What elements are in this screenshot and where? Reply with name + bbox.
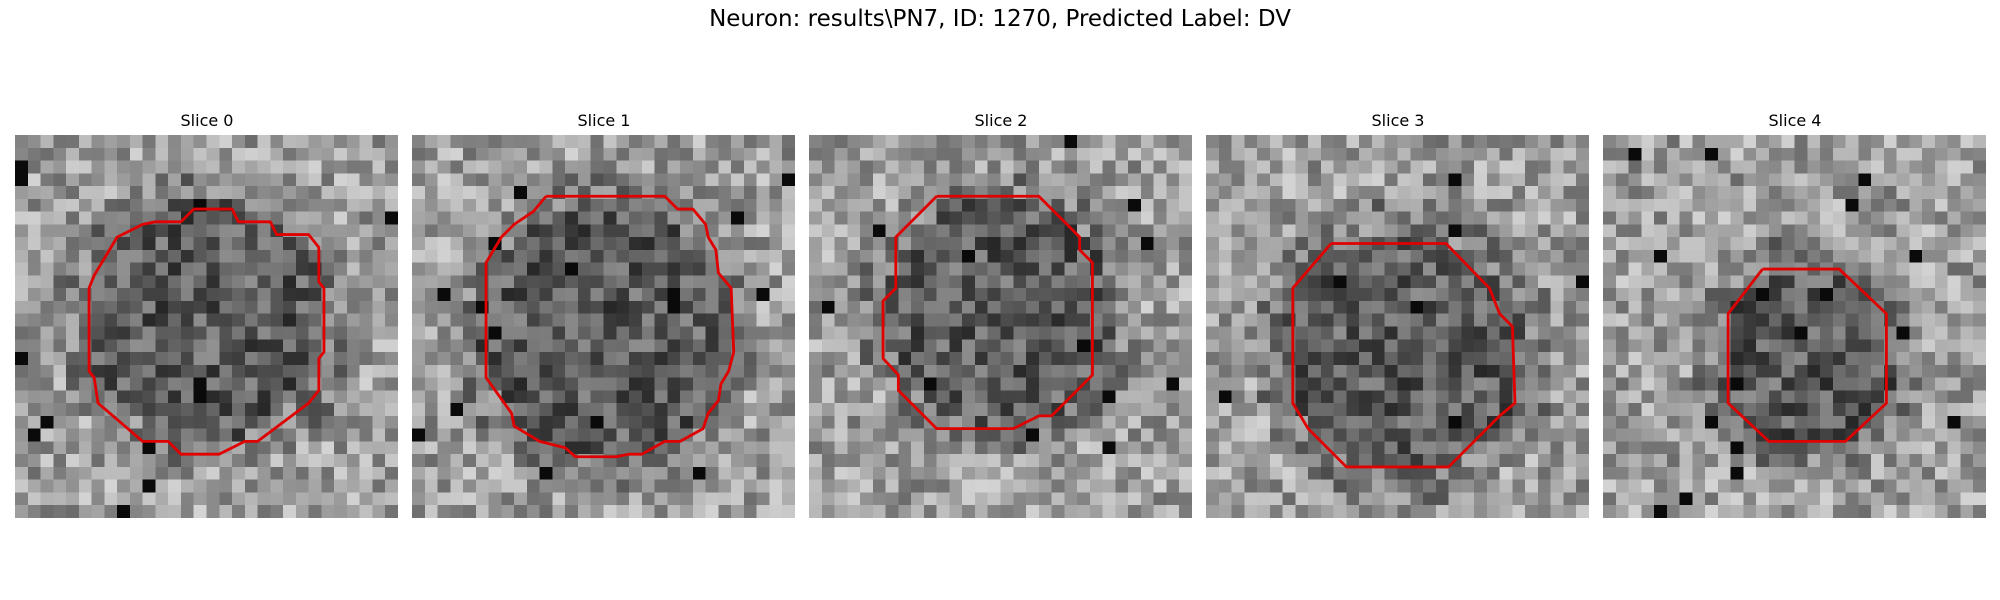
slice-image — [412, 135, 795, 518]
slice-image — [15, 135, 398, 518]
slice-title: Slice 0 — [180, 111, 234, 130]
slice-image — [1603, 135, 1986, 518]
slice-panel-0: Slice 0 — [15, 110, 399, 518]
slice-image — [809, 135, 1192, 518]
slice-title: Slice 4 — [1768, 111, 1822, 130]
slice-panel-4: Slice 4 — [1603, 110, 1987, 518]
slice-title: Slice 1 — [577, 111, 631, 130]
slice-panel-3: Slice 3 — [1206, 110, 1590, 518]
slice-panel-2: Slice 2 — [809, 110, 1193, 518]
slice-panel-1: Slice 1 — [412, 110, 796, 518]
slice-title: Slice 3 — [1371, 111, 1425, 130]
figure-title: Neuron: results\PN7, ID: 1270, Predicted… — [709, 6, 1291, 32]
slice-image — [1206, 135, 1589, 518]
slice-title: Slice 2 — [974, 111, 1028, 130]
